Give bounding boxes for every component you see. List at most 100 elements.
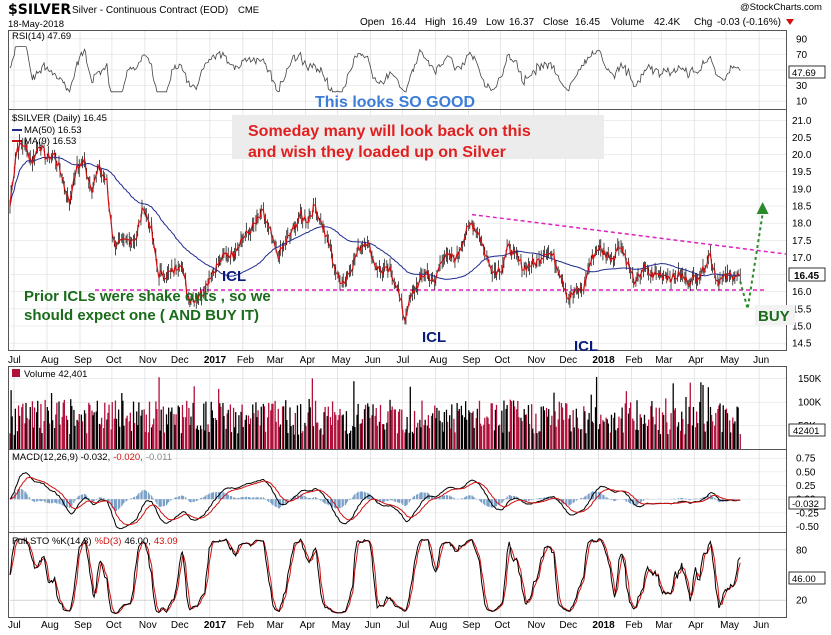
volume-bar: [472, 411, 474, 449]
rsi-annotation: This looks SO GOOD: [315, 94, 475, 111]
green-annotation-line-2: should expect one ( AND BUY IT): [24, 307, 259, 324]
macd-hist-bar: [33, 499, 36, 502]
macd-hist-bar: [505, 498, 507, 500]
volume-bar: [576, 417, 579, 449]
volume-bar: [669, 429, 671, 449]
macd-hist-bar: [293, 496, 295, 500]
macd-hist-bar: [364, 492, 367, 500]
price-last-badge: [788, 267, 826, 282]
volume-bar: [148, 401, 151, 449]
volume-bar: [525, 414, 527, 449]
volume-bar: [651, 401, 653, 449]
down-arrow-icon: [786, 19, 794, 25]
macd-hist-bar: [401, 499, 403, 504]
macd-hist-bar: [244, 497, 246, 500]
volume-bar: [264, 431, 267, 449]
macd-hist-bar: [371, 496, 373, 500]
macd-hist-bar: [450, 496, 452, 500]
volume-bar: [538, 431, 540, 449]
volume-bar: [493, 430, 496, 449]
x-tick-label: Dec: [559, 355, 577, 366]
volume-bar: [584, 411, 586, 449]
macd-hist-bar: [426, 492, 428, 500]
volume-bar: [196, 425, 199, 449]
volume-bar: [405, 429, 407, 449]
volume-bar: [128, 421, 130, 449]
volume-bar: [13, 434, 15, 449]
volume-bar: [302, 431, 304, 449]
volume-bar: [506, 405, 508, 449]
volume-bar: [636, 400, 638, 449]
macd-hist-bar: [579, 498, 582, 500]
sto-tick-label: 20: [796, 596, 808, 607]
volume-bar: [532, 428, 534, 449]
volume-tick-label: 100K: [798, 398, 822, 409]
volume-bar: [71, 406, 73, 449]
volume-bar: [709, 406, 712, 449]
volume-bar: [464, 401, 467, 449]
volume-bar: [193, 386, 195, 449]
macd-hist-bar: [25, 492, 27, 500]
x-tick-label-bottom: Oct: [494, 620, 510, 631]
volume-bar: [443, 411, 446, 449]
macd-hist-bar: [348, 499, 351, 500]
macd-tick-label: -0.25: [796, 508, 819, 519]
macd-hist-bar: [734, 499, 736, 500]
macd-hist-bar: [602, 494, 604, 500]
volume-bar: [14, 408, 17, 449]
volume-bar: [523, 409, 525, 449]
macd-hist-bar: [473, 497, 475, 500]
volume-bar: [560, 403, 563, 449]
macd-hist-bar: [486, 499, 488, 506]
macd-hist-bar: [468, 495, 470, 500]
volume-bar: [435, 418, 437, 449]
rsi-label: RSI(14) 47.69: [12, 31, 71, 42]
volume-bar: [356, 414, 358, 449]
macd-hist-bar: [359, 491, 361, 500]
macd-hist-bar: [702, 497, 704, 500]
volume-bar: [369, 418, 371, 449]
macd-hist-bar: [345, 499, 348, 504]
volume-bar: [635, 429, 637, 449]
volume-bar: [520, 417, 522, 449]
macd-hist-bar: [329, 499, 332, 506]
volume-bar: [230, 432, 233, 449]
volume-bar: [513, 406, 516, 449]
volume-bar: [446, 421, 449, 449]
volume-bar: [208, 431, 210, 449]
macd-hist-bar: [688, 499, 690, 500]
volume-bar: [223, 416, 225, 449]
macd-hist-bar: [331, 499, 334, 508]
macd-hist-bar: [530, 499, 533, 501]
volume-bar: [25, 403, 27, 449]
macd-hist-bar: [215, 491, 218, 500]
volume-bar: [600, 414, 602, 449]
macd-hist-bar: [133, 496, 136, 500]
volume-bar: [495, 404, 498, 449]
volume-bar: [113, 418, 116, 449]
macd-hist-bar: [497, 499, 500, 505]
macd-last-value: -0.032: [792, 499, 819, 510]
macd-hist-bar: [189, 499, 191, 503]
macd-hist-bar: [323, 499, 325, 503]
macd-hist-bar: [360, 491, 362, 500]
x-tick-label-bottom: Sep: [463, 620, 481, 631]
rsi-last-badge: [788, 65, 826, 79]
volume-bar: [499, 424, 501, 449]
volume-bar: [37, 400, 39, 449]
volume-bar: [353, 381, 355, 449]
volume-bar: [160, 409, 162, 449]
macd-hist-bar: [587, 494, 589, 500]
volume-bar: [301, 432, 303, 449]
macd-hist-bar: [88, 497, 90, 500]
volume-bar: [21, 407, 23, 449]
macd-hist-bar: [502, 499, 504, 502]
macd-hist-bar: [636, 499, 638, 505]
volume-bar: [677, 422, 680, 449]
volume-bar: [454, 432, 456, 449]
volume-bar: [442, 431, 444, 449]
macd-grid: [10, 457, 786, 527]
x-tick-label: May: [332, 355, 351, 366]
macd-hist-bar: [117, 499, 120, 510]
volume-bar: [33, 407, 36, 449]
